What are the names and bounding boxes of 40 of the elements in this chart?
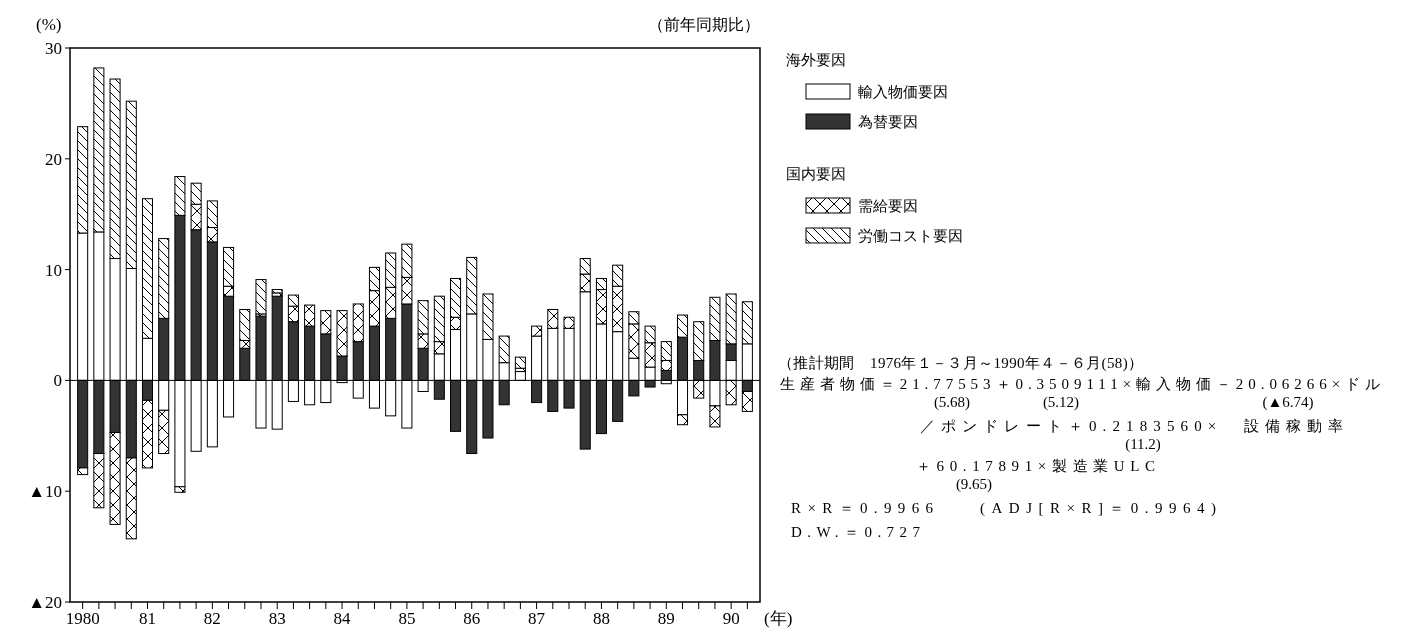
legend-label: 為替要因: [858, 114, 918, 131]
y-tick-label: 10: [45, 260, 62, 280]
y-tick-label: ▲10: [28, 482, 62, 502]
text: (▲6.74): [1262, 394, 1314, 411]
x-tick-label: 86: [463, 609, 481, 628]
y-tick-label: 0: [53, 371, 62, 391]
text: (11.2): [1125, 436, 1161, 453]
text: (5.68): [933, 394, 971, 411]
text: (ADJ[R×R]＝0.9964): [980, 500, 1216, 517]
text: (5.12): [1042, 394, 1080, 411]
x-axis-title: (年): [764, 609, 793, 628]
y-axis-title: (%): [36, 15, 62, 34]
x-tick-label: 83: [268, 609, 286, 628]
x-tick-label: 89: [657, 609, 675, 628]
legend-label: 需給要因: [858, 198, 918, 215]
bar: [255, 279, 267, 315]
x-tick-label: 90: [722, 609, 740, 628]
text: （前年同期比）: [648, 16, 760, 33]
text: （推計期間 1976年１－３月～1990年４－６月(58)）: [778, 355, 1143, 372]
x-tick-label: 88: [592, 609, 610, 628]
x-tick-label: 85: [398, 609, 416, 628]
x-tick-label: 82: [203, 609, 221, 628]
y-tick-label: 30: [45, 38, 62, 58]
text: 海外要因: [786, 52, 846, 68]
text: 生産者物価＝21.77553＋0.3509111×輸入物価－20.06266×ドル: [780, 376, 1380, 392]
x-tick-label: 1980: [65, 609, 100, 628]
x-tick-label: 84: [333, 609, 352, 628]
text: R×R＝0.9966: [791, 500, 934, 516]
text: 国内要因: [786, 166, 846, 182]
legend-label: 輸入物価要因: [858, 84, 948, 101]
y-tick-label: 20: [45, 149, 62, 169]
text: ／ポンドレート＋0.2183560× 設備稼動率: [920, 418, 1343, 434]
text: ＋60.17891×製造業ULC: [916, 458, 1155, 474]
y-tick-label: ▲20: [28, 592, 62, 612]
bar: [514, 356, 526, 369]
text: D.W.＝0.727: [791, 524, 921, 540]
x-tick-label: 87: [528, 609, 546, 628]
legend-label: 労働コスト要因: [858, 228, 963, 245]
text: (9.65): [955, 476, 993, 493]
x-tick-label: 81: [139, 609, 156, 628]
